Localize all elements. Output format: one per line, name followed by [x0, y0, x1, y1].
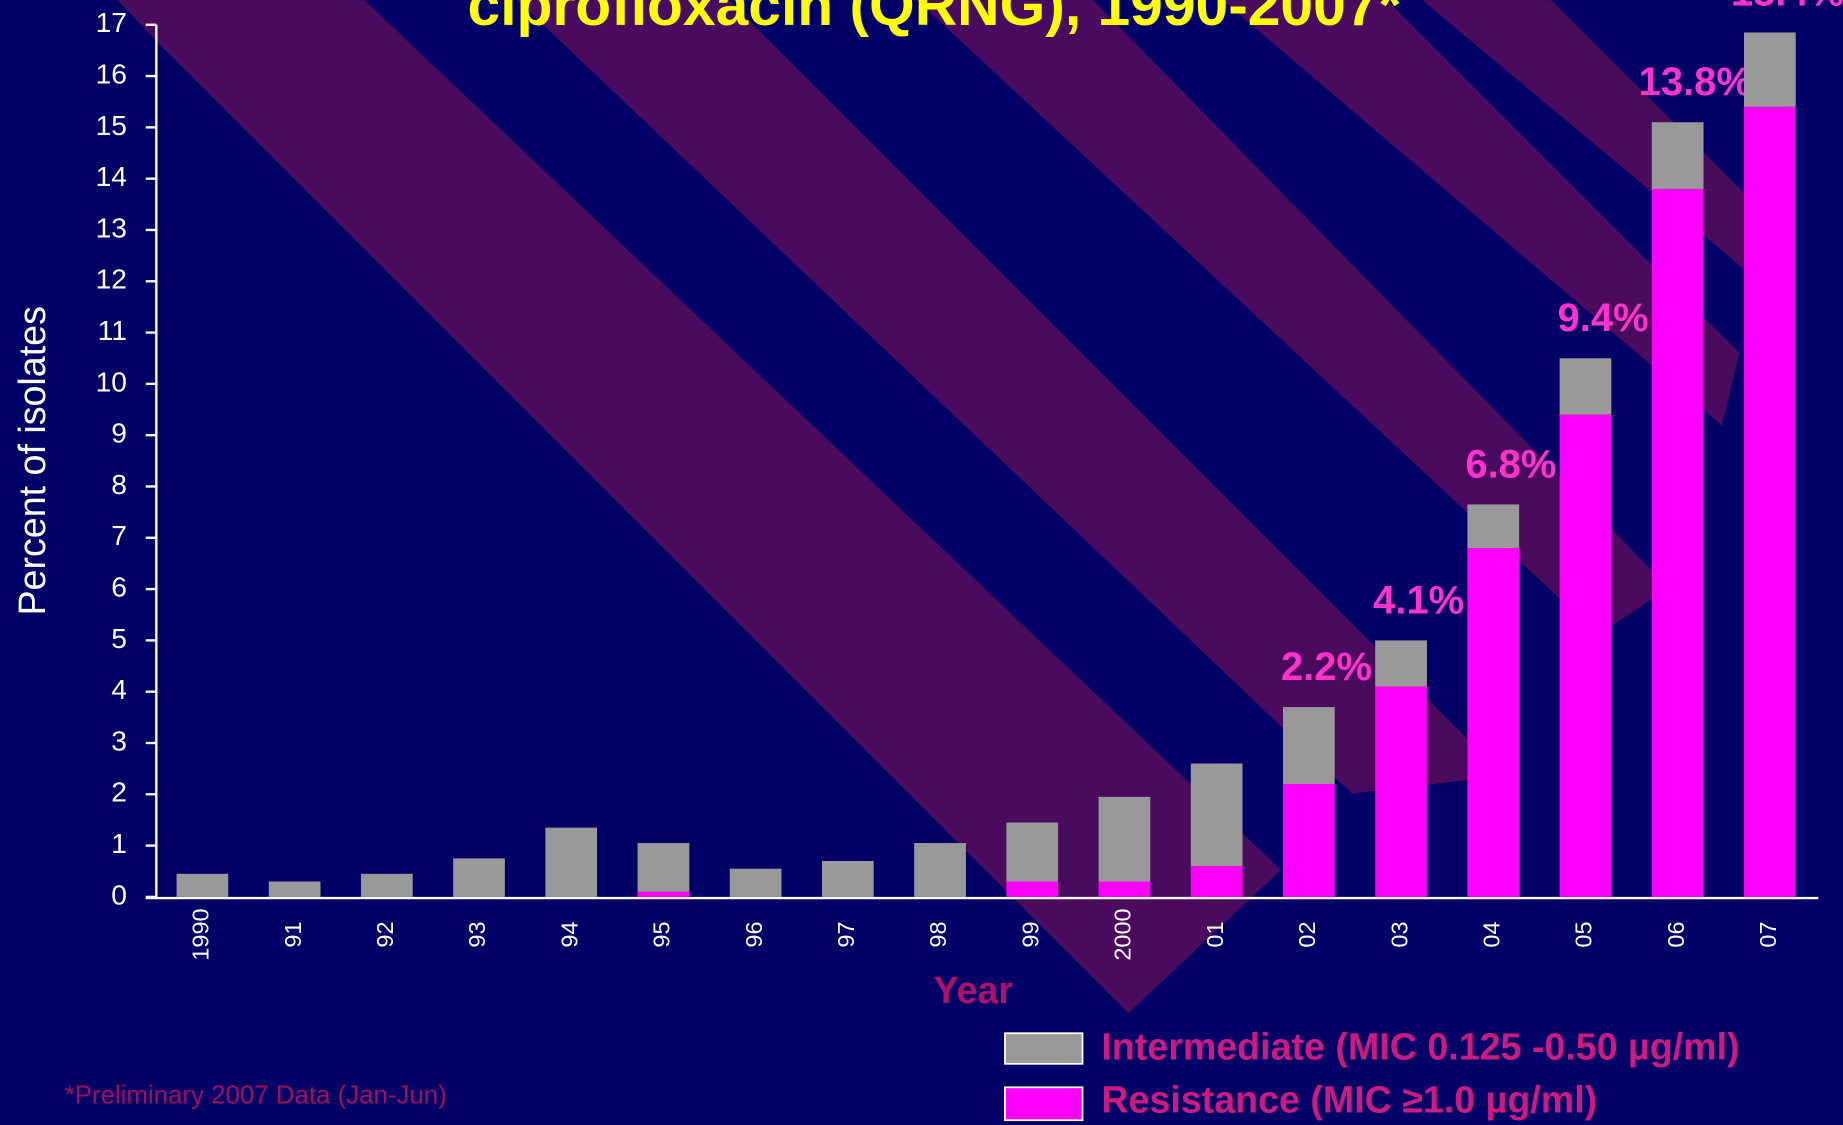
bar-segment — [1375, 686, 1427, 897]
x-tick-label: 91 — [280, 921, 306, 947]
chart-title: ciprofloxacin (QRNG), 1990-2007* — [468, 0, 1402, 38]
x-tick-label: 94 — [556, 921, 582, 947]
x-tick-label: 07 — [1755, 921, 1781, 947]
bar-segment — [1467, 504, 1520, 549]
bar-segment — [360, 873, 413, 897]
bar-segment — [1282, 784, 1335, 897]
y-tick-label: 6 — [111, 571, 127, 603]
bar-segment — [729, 868, 782, 897]
bar-segment — [1098, 796, 1151, 882]
y-tick-label: 11 — [98, 314, 127, 346]
value-label: 4.1% — [1373, 578, 1464, 622]
x-tick-label: 96 — [741, 921, 767, 947]
bar-segment — [453, 858, 505, 897]
y-tick-label: 10 — [96, 365, 127, 397]
bar-segment — [1190, 866, 1243, 897]
y-tick-label: 16 — [96, 58, 127, 90]
bar-segment — [637, 891, 690, 897]
legend-swatch — [1004, 1086, 1084, 1122]
y-tick-label: 3 — [111, 724, 127, 756]
x-tick-label: 02 — [1294, 921, 1320, 947]
legend-label: Resistance (MIC ≥1.0 µg/ml) — [1101, 1079, 1597, 1121]
y-tick-label: 1 — [111, 827, 127, 859]
bar-segment — [1744, 106, 1796, 897]
x-tick-label: 05 — [1571, 921, 1597, 947]
y-tick-label: 7 — [111, 519, 127, 551]
y-tick-label: 13 — [96, 211, 127, 243]
y-tick-label: 15 — [96, 109, 127, 141]
y-tick-label: 14 — [96, 160, 127, 192]
x-axis-label: Year — [933, 969, 1013, 1011]
x-tick-label: 01 — [1202, 921, 1228, 947]
y-tick-label: 12 — [96, 263, 127, 295]
value-label: 9.4% — [1558, 296, 1649, 340]
y-tick-label: 8 — [111, 468, 127, 500]
x-tick-label: 93 — [464, 921, 490, 947]
bar-segment — [1006, 881, 1059, 897]
value-label: 2.2% — [1281, 645, 1372, 689]
x-tick-label: 06 — [1663, 921, 1689, 947]
y-tick-label: 4 — [111, 673, 127, 705]
bar-segment — [1190, 763, 1243, 867]
x-tick-label: 92 — [372, 921, 398, 947]
x-tick-label: 95 — [649, 921, 675, 947]
legend-swatch — [1004, 1032, 1084, 1065]
bar-segment — [637, 843, 690, 892]
y-tick-label: 9 — [111, 417, 127, 449]
x-tick-label: 03 — [1386, 921, 1412, 947]
y-axis-label: Percent of isolates — [11, 306, 53, 615]
x-tick-label: 97 — [833, 921, 859, 947]
value-label: 6.8% — [1465, 442, 1556, 486]
x-tick-label: 04 — [1478, 921, 1504, 947]
x-tick-label: 1990 — [188, 908, 214, 960]
bar-segment — [1744, 32, 1796, 107]
bar-segment — [1559, 414, 1612, 897]
bar-segment — [1282, 707, 1335, 785]
bar-segment — [1467, 548, 1520, 897]
bar-segment — [176, 873, 229, 897]
x-tick-label: 98 — [925, 921, 951, 947]
bar-segment — [914, 843, 966, 897]
footnote: *Preliminary 2007 Data (Jan-Jun) — [65, 1082, 447, 1110]
y-tick-label: 0 — [111, 878, 127, 910]
value-label: 15.4% — [1731, 0, 1843, 14]
bar-segment — [268, 881, 321, 897]
bar-segment — [545, 827, 598, 897]
bar-segment — [1098, 881, 1151, 897]
y-tick-label: 17 — [96, 6, 127, 38]
y-tick-label: 2 — [111, 776, 127, 808]
value-label: 13.8% — [1639, 60, 1752, 104]
bar-segment — [1651, 122, 1704, 189]
x-tick-label: 2000 — [1110, 908, 1136, 960]
bar-segment — [1375, 640, 1427, 687]
bar-segment — [1651, 188, 1704, 897]
x-tick-label: 99 — [1017, 921, 1043, 947]
background-stripes — [117, 0, 1752, 1014]
bar-segment — [1559, 358, 1612, 415]
legend-label: Intermediate (MIC 0.125 -0.50 µg/ml) — [1101, 1026, 1739, 1068]
bar-segment — [821, 860, 874, 897]
bar-segment — [1006, 822, 1059, 882]
y-tick-label: 5 — [111, 622, 127, 654]
